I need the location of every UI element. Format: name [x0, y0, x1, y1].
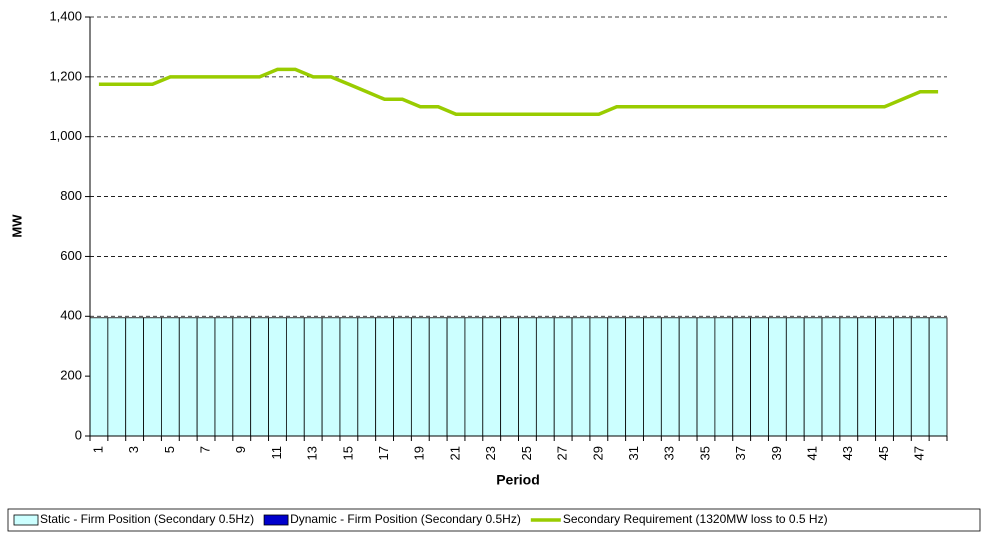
bar — [143, 317, 162, 437]
y-tick-label: 200 — [60, 368, 82, 383]
bar — [214, 317, 234, 437]
bar — [857, 317, 876, 437]
x-tick-label: 43 — [840, 446, 855, 460]
bar — [339, 317, 359, 437]
bar — [410, 317, 430, 437]
x-tick-label: 35 — [697, 446, 712, 460]
y-tick-label: 1,400 — [49, 8, 82, 23]
bar — [357, 317, 377, 437]
bar — [821, 317, 841, 437]
bar — [393, 317, 412, 437]
bar — [589, 317, 609, 437]
bar — [750, 317, 769, 437]
x-tick-label: 9 — [233, 446, 248, 453]
x-tick-label: 37 — [733, 446, 748, 460]
x-tick-label: 27 — [555, 446, 570, 460]
line-series — [98, 67, 939, 117]
bar — [535, 317, 555, 437]
bar — [428, 317, 448, 437]
bar — [732, 317, 752, 437]
bar — [928, 317, 948, 437]
bar — [161, 317, 180, 437]
bar — [875, 317, 894, 437]
bar — [768, 317, 787, 437]
bar — [250, 317, 269, 437]
x-tick-label: 5 — [162, 446, 177, 453]
bar — [714, 317, 734, 437]
y-tick-label: 400 — [60, 308, 82, 323]
x-tick-label: 31 — [626, 446, 641, 460]
bar — [785, 317, 805, 437]
x-tick-label: 45 — [876, 446, 891, 460]
x-tick-label: 19 — [412, 446, 427, 460]
y-axis-title: MW — [9, 214, 24, 238]
x-tick-label: 25 — [519, 446, 534, 460]
x-tick-label: 13 — [305, 446, 320, 460]
bar — [625, 317, 644, 437]
bar — [321, 317, 341, 437]
y-tick-label: 800 — [60, 188, 82, 203]
bar — [285, 317, 305, 437]
y-tick-label: 1,200 — [49, 68, 82, 83]
x-tick-label: 15 — [340, 446, 355, 460]
x-tick-label: 23 — [483, 446, 498, 460]
bar — [303, 317, 323, 437]
x-tick-label: 33 — [662, 446, 677, 460]
legend-label: Static - Firm Position (Secondary 0.5Hz) — [40, 512, 254, 526]
legend-box — [7, 508, 981, 532]
bar — [196, 317, 216, 437]
legend-swatch — [13, 514, 39, 526]
x-tick-label: 29 — [590, 446, 605, 460]
x-tick-label: 47 — [912, 446, 927, 460]
bar — [607, 317, 627, 437]
bar — [482, 317, 502, 437]
x-tick-label: 7 — [197, 446, 212, 453]
x-tick-label: 39 — [769, 446, 784, 460]
legend-label: Secondary Requirement (1320MW loss to 0.… — [563, 512, 828, 526]
bar — [232, 317, 252, 437]
x-axis-title: Period — [496, 472, 540, 488]
bar — [678, 317, 698, 437]
bar — [446, 317, 466, 437]
x-tick-label: 17 — [376, 446, 391, 460]
bar — [518, 317, 537, 437]
bar — [803, 317, 823, 437]
x-tick-label: 11 — [269, 446, 284, 460]
y-tick-label: 0 — [75, 427, 82, 442]
bar — [89, 317, 109, 437]
bar — [910, 317, 930, 437]
bar — [107, 317, 127, 437]
bar — [178, 317, 198, 437]
bar — [893, 317, 912, 437]
legend-swatch — [263, 514, 289, 526]
bar — [553, 317, 573, 437]
bar — [660, 317, 680, 437]
bar — [839, 317, 859, 437]
bar — [643, 317, 662, 437]
y-tick-label: 600 — [60, 248, 82, 263]
legend-label: Dynamic - Firm Position (Secondary 0.5Hz… — [290, 512, 521, 526]
bar — [125, 317, 144, 437]
x-tick-label: 3 — [126, 446, 141, 453]
x-tick-label: 1 — [90, 446, 105, 453]
bar — [375, 317, 394, 437]
y-tick-label: 1,000 — [49, 128, 82, 143]
bar — [571, 317, 591, 437]
x-tick-label: 41 — [805, 446, 820, 460]
bar — [500, 317, 519, 437]
bar — [268, 317, 287, 437]
bar — [464, 317, 484, 437]
bar — [696, 317, 716, 437]
x-tick-label: 21 — [447, 446, 462, 460]
